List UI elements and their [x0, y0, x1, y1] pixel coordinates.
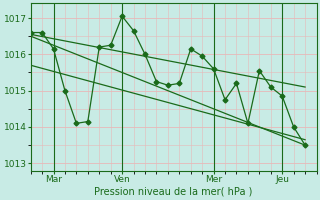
X-axis label: Pression niveau de la mer( hPa ): Pression niveau de la mer( hPa ) [94, 187, 253, 197]
